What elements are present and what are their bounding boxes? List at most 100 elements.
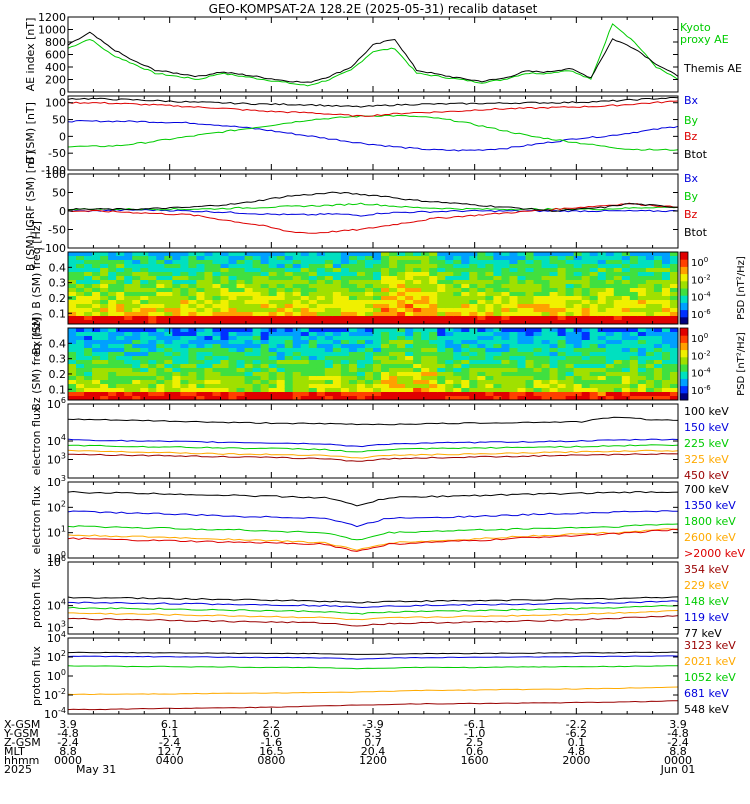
spectrogram-cell xyxy=(573,360,583,365)
spectrogram-cell xyxy=(501,276,510,281)
spectrogram-cell xyxy=(637,260,647,265)
spectrogram-cell xyxy=(300,276,310,281)
spectrogram-cell xyxy=(509,356,518,361)
spectrogram-cell xyxy=(220,392,230,397)
spectrogram-cell xyxy=(381,336,390,341)
spectrogram-cell xyxy=(653,336,663,341)
spectrogram-cell xyxy=(316,364,326,369)
spectrogram-cell xyxy=(405,320,414,325)
spectrogram-cell xyxy=(236,336,246,341)
spectrogram-cell xyxy=(172,336,181,341)
spectrogram-cell xyxy=(373,380,382,385)
spectrogram-cell xyxy=(405,356,414,361)
spectrogram-cell xyxy=(397,320,406,325)
spectrogram-cell xyxy=(148,360,157,365)
y-axis-label: proton flux xyxy=(30,646,43,706)
spectrogram-cell xyxy=(389,344,398,349)
spectrogram-cell xyxy=(437,328,446,333)
spectrogram-cell xyxy=(188,392,197,397)
spectrogram-cell xyxy=(669,368,679,373)
spectrogram-cell xyxy=(236,284,246,289)
spectrogram-cell xyxy=(92,376,101,381)
spectrogram-cell xyxy=(581,264,591,269)
spectrogram-cell xyxy=(308,280,318,285)
spectrogram-cell xyxy=(453,264,462,269)
spectrogram-cell xyxy=(661,384,671,389)
spectrogram-cell xyxy=(364,300,374,305)
spectrogram-cell xyxy=(108,328,117,333)
spectrogram-cell xyxy=(653,352,663,357)
spectrogram-cell xyxy=(268,336,278,341)
spectrogram-cell xyxy=(292,384,302,389)
spectrogram-cell xyxy=(220,356,230,361)
spectrogram-cell xyxy=(477,304,486,309)
spectrogram-cell xyxy=(204,340,213,345)
spectrogram-cell xyxy=(645,344,655,349)
spectrogram-cell xyxy=(124,392,133,397)
ephemeris-value: Jun 01 xyxy=(660,763,696,776)
spectrogram-cell xyxy=(332,256,342,261)
spectrogram-cell xyxy=(421,308,430,313)
spectrogram-cell xyxy=(356,376,366,381)
spectrogram-cell xyxy=(348,372,358,377)
spectrogram-cell xyxy=(389,260,398,265)
spectrogram-cell xyxy=(405,252,414,257)
spectrogram-cell xyxy=(493,368,502,373)
spectrogram-cell xyxy=(621,332,631,337)
spectrogram-cell xyxy=(541,352,551,357)
spectrogram-cell xyxy=(284,396,294,401)
spectrogram-cell xyxy=(517,304,526,309)
spectrogram-cell xyxy=(533,280,543,285)
spectrogram-cell xyxy=(605,300,615,305)
spectrogram-cell xyxy=(437,344,446,349)
spectrogram-cell xyxy=(533,384,543,389)
spectrogram-cell xyxy=(108,256,117,261)
spectrogram-cell xyxy=(212,300,221,305)
spectrogram-cell xyxy=(196,344,205,349)
spectrogram-cell xyxy=(276,320,286,325)
spectrogram-cell xyxy=(421,328,430,333)
spectrogram-cell xyxy=(389,288,398,293)
spectrogram-cell xyxy=(268,356,278,361)
spectrogram-cell xyxy=(653,364,663,369)
spectrogram-cell xyxy=(172,280,181,285)
spectrogram-cell xyxy=(100,360,109,365)
spectrogram-cell xyxy=(501,328,510,333)
spectrogram-cell xyxy=(260,308,270,313)
spectrogram-cell xyxy=(661,344,671,349)
spectrogram-cell xyxy=(268,276,278,281)
spectrogram-cell xyxy=(493,272,502,277)
spectrogram-cell xyxy=(549,272,559,277)
spectrogram-cell xyxy=(493,292,502,297)
spectrogram-cell xyxy=(629,304,639,309)
spectrogram-cell xyxy=(356,372,366,377)
spectrogram-cell xyxy=(220,300,230,305)
spectrogram-cell xyxy=(589,352,599,357)
spectrogram-cell xyxy=(196,268,205,273)
spectrogram-cell xyxy=(381,300,390,305)
spectrogram-cell xyxy=(469,388,478,393)
spectrogram-cell xyxy=(172,292,181,297)
legend-label: 150 keV xyxy=(684,421,729,434)
spectrogram-cell xyxy=(100,364,109,369)
spectrogram-cell xyxy=(437,356,446,361)
spectrogram-cell xyxy=(84,360,93,365)
spectrogram-cell xyxy=(381,276,390,281)
spectrogram-cell xyxy=(308,376,318,381)
spectrogram-cell xyxy=(661,348,671,353)
spectrogram-cell xyxy=(661,280,671,285)
ephemeris-value: 1600 xyxy=(461,754,489,767)
spectrogram-cell xyxy=(565,336,575,341)
spectrogram-cell xyxy=(389,332,398,337)
spectrogram-cell xyxy=(669,312,679,317)
spectrogram-cell xyxy=(148,348,157,353)
spectrogram-cell xyxy=(196,332,205,337)
spectrogram-cell xyxy=(140,268,149,273)
spectrogram-cell xyxy=(188,384,197,389)
spectrogram-cell xyxy=(220,264,230,269)
spectrogram-cell xyxy=(156,296,165,301)
spectrogram-cell xyxy=(445,304,454,309)
spectrogram-cell xyxy=(413,396,422,401)
spectrogram-cell xyxy=(188,356,197,361)
spectrogram-cell xyxy=(501,284,510,289)
